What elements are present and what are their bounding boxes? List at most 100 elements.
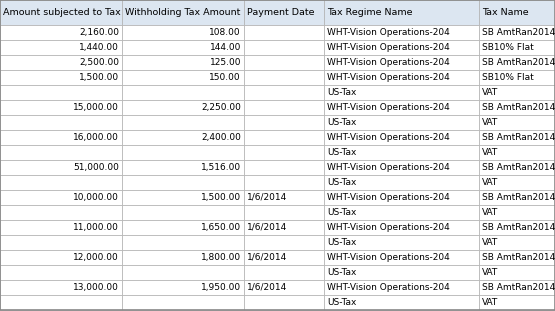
Bar [324, 280, 479, 295]
Bar [324, 70, 479, 85]
Bar [244, 160, 324, 175]
Bar [324, 205, 479, 220]
Text: SB AmtRan2014: SB AmtRan2014 [482, 58, 555, 67]
Bar [122, 0, 244, 25]
Bar [122, 190, 244, 205]
Bar [0, 40, 122, 55]
Bar [479, 235, 555, 250]
Text: WHT-Vision Operations-204: WHT-Vision Operations-204 [327, 73, 450, 82]
Text: WHT-Vision Operations-204: WHT-Vision Operations-204 [327, 58, 450, 67]
Text: 12,000.00: 12,000.00 [73, 253, 119, 262]
Text: Withholding Tax Amount: Withholding Tax Amount [125, 8, 240, 17]
Bar [324, 295, 479, 310]
Bar [244, 100, 324, 115]
Bar [122, 205, 244, 220]
Bar [122, 130, 244, 145]
Text: US-Tax: US-Tax [327, 208, 356, 217]
Text: US-Tax: US-Tax [327, 88, 356, 97]
Bar [479, 145, 555, 160]
Text: 144.00: 144.00 [210, 43, 241, 52]
Bar [244, 295, 324, 310]
Bar [324, 25, 479, 40]
Bar [244, 190, 324, 205]
Text: 150.00: 150.00 [209, 73, 241, 82]
Text: VAT: VAT [482, 118, 498, 127]
Bar [0, 0, 122, 25]
Text: 1,440.00: 1,440.00 [79, 43, 119, 52]
Text: SB AmtRan2014: SB AmtRan2014 [482, 28, 555, 37]
Text: VAT: VAT [482, 88, 498, 97]
Text: US-Tax: US-Tax [327, 178, 356, 187]
Bar [324, 130, 479, 145]
Bar [324, 190, 479, 205]
Text: 1,650.00: 1,650.00 [201, 223, 241, 232]
Bar [479, 55, 555, 70]
Bar [479, 190, 555, 205]
Bar [122, 55, 244, 70]
Text: VAT: VAT [482, 178, 498, 187]
Bar [244, 265, 324, 280]
Bar [0, 115, 122, 130]
Text: WHT-Vision Operations-204: WHT-Vision Operations-204 [327, 163, 450, 172]
Bar [479, 160, 555, 175]
Text: SB AmtRan2014: SB AmtRan2014 [482, 193, 555, 202]
Text: 1,800.00: 1,800.00 [201, 253, 241, 262]
Text: SB10% Flat: SB10% Flat [482, 43, 534, 52]
Bar [479, 70, 555, 85]
Bar [479, 175, 555, 190]
Text: 11,000.00: 11,000.00 [73, 223, 119, 232]
Bar [244, 40, 324, 55]
Bar [0, 250, 122, 265]
Bar [0, 85, 122, 100]
Text: WHT-Vision Operations-204: WHT-Vision Operations-204 [327, 283, 450, 292]
Bar [324, 85, 479, 100]
Bar [122, 70, 244, 85]
Text: US-Tax: US-Tax [327, 148, 356, 157]
Text: 13,000.00: 13,000.00 [73, 283, 119, 292]
Bar [244, 235, 324, 250]
Bar [122, 250, 244, 265]
Bar [122, 295, 244, 310]
Bar [0, 100, 122, 115]
Text: 125.00: 125.00 [209, 58, 241, 67]
Text: SB AmtRan2014: SB AmtRan2014 [482, 223, 555, 232]
Bar [479, 250, 555, 265]
Text: WHT-Vision Operations-204: WHT-Vision Operations-204 [327, 253, 450, 262]
Text: WHT-Vision Operations-204: WHT-Vision Operations-204 [327, 28, 450, 37]
Text: SB AmtRan2014: SB AmtRan2014 [482, 283, 555, 292]
Text: VAT: VAT [482, 148, 498, 157]
Text: WHT-Vision Operations-204: WHT-Vision Operations-204 [327, 193, 450, 202]
Bar [0, 175, 122, 190]
Text: Amount subjected to Tax: Amount subjected to Tax [3, 8, 121, 17]
Text: VAT: VAT [482, 208, 498, 217]
Bar [479, 220, 555, 235]
Bar [479, 205, 555, 220]
Bar [244, 130, 324, 145]
Bar [324, 100, 479, 115]
Text: 1/6/2014: 1/6/2014 [247, 283, 287, 292]
Bar [479, 265, 555, 280]
Bar [122, 100, 244, 115]
Bar [122, 25, 244, 40]
Bar [479, 280, 555, 295]
Bar [0, 220, 122, 235]
Bar [122, 220, 244, 235]
Text: 2,160.00: 2,160.00 [79, 28, 119, 37]
Bar [244, 145, 324, 160]
Bar [479, 130, 555, 145]
Bar [0, 205, 122, 220]
Bar [122, 115, 244, 130]
Text: US-Tax: US-Tax [327, 268, 356, 277]
Bar [479, 25, 555, 40]
Bar [122, 265, 244, 280]
Bar [324, 115, 479, 130]
Text: 1,516.00: 1,516.00 [201, 163, 241, 172]
Bar [244, 175, 324, 190]
Text: 51,000.00: 51,000.00 [73, 163, 119, 172]
Bar [244, 70, 324, 85]
Bar [122, 85, 244, 100]
Bar [0, 70, 122, 85]
Bar [324, 235, 479, 250]
Text: 1,950.00: 1,950.00 [201, 283, 241, 292]
Text: US-Tax: US-Tax [327, 118, 356, 127]
